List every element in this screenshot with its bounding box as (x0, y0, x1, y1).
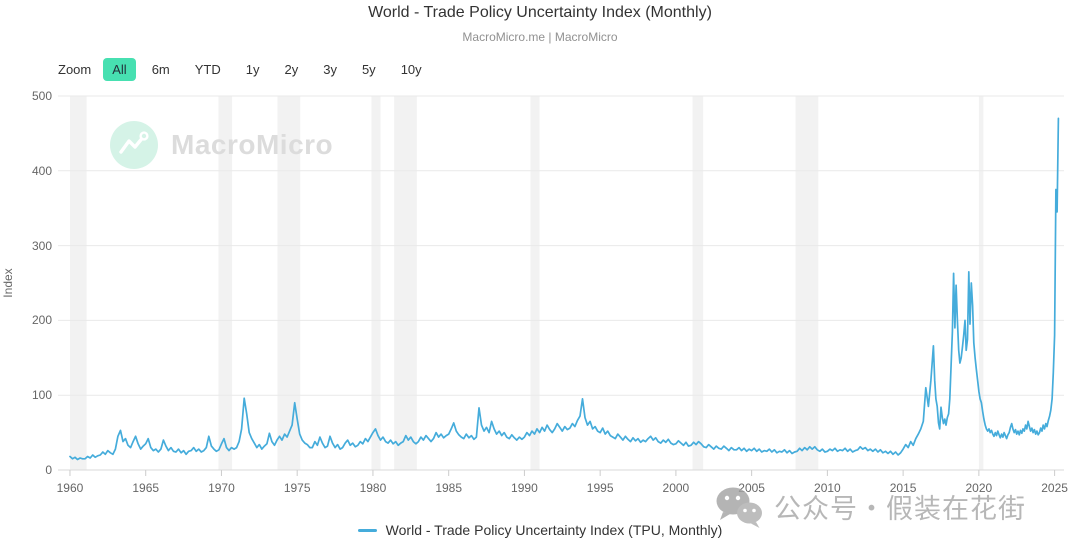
recession-band (795, 96, 819, 470)
legend-line-swatch (357, 528, 377, 532)
zoom-range-button-all[interactable]: All (103, 58, 136, 81)
zoom-range-button-2y[interactable]: 2y (275, 58, 307, 81)
zoom-range-button-1y[interactable]: 1y (237, 58, 269, 81)
x-axis-label-1985: 1985 (435, 481, 463, 495)
y-axis-label-200: 200 (31, 313, 52, 328)
x-axis-label-2005: 2005 (738, 481, 765, 495)
zoom-range-button-3y[interactable]: 3y (314, 58, 346, 81)
y-axis-label-300: 300 (31, 238, 52, 253)
zoom-range-button-10y[interactable]: 10y (392, 58, 431, 81)
recession-band (371, 96, 381, 470)
x-axis-label-2000: 2000 (662, 481, 690, 495)
x-axis-label-1970: 1970 (208, 481, 235, 495)
x-axis-label-1980: 1980 (359, 481, 387, 495)
legend-series-label: World - Trade Policy Uncertainty Index (… (385, 522, 723, 538)
x-axis-label-2020: 2020 (965, 481, 993, 495)
y-axis-label-500: 500 (31, 89, 52, 103)
zoom-buttons: All 6m YTD 1y 2y 3y 5y 10y (103, 58, 430, 81)
chart-legend[interactable]: World - Trade Policy Uncertainty Index (… (0, 522, 1080, 538)
tpu-series-line[interactable] (69, 117, 1060, 461)
recession-band (978, 96, 984, 470)
plot-area[interactable] (0, 90, 1080, 496)
zoom-range-button-6m[interactable]: 6m (143, 58, 179, 81)
x-axis-label-1960: 1960 (56, 481, 84, 495)
x-axis-label-2025: 2025 (1041, 481, 1068, 495)
zoom-label: Zoom (58, 62, 92, 77)
chart-title: World - Trade Policy Uncertainty Index (… (368, 4, 712, 21)
x-axis-label-1965: 1965 (132, 481, 160, 495)
y-axis-label-400: 400 (31, 163, 52, 178)
recession-band (69, 96, 87, 470)
x-axis-label-1990: 1990 (511, 481, 538, 495)
x-axis-label-2010: 2010 (814, 481, 841, 495)
y-axis-label-100: 100 (31, 388, 52, 403)
chart-subtitle: MacroMicro.me | MacroMicro (462, 30, 618, 44)
x-axis-label-2015: 2015 (889, 481, 917, 495)
recession-band (530, 96, 540, 470)
recession-band (277, 96, 301, 470)
zoom-range-button-ytd[interactable]: YTD (186, 58, 230, 81)
zoom-toolbar: Zoom All 6m YTD 1y 2y 3y 5y 10y (58, 58, 431, 81)
recession-band (394, 96, 417, 470)
zoom-range-button-5y[interactable]: 5y (353, 58, 385, 81)
recession-band (692, 96, 704, 470)
recession-band (218, 96, 233, 470)
x-axis-label-1975: 1975 (283, 481, 311, 495)
y-axis-label-0: 0 (45, 463, 52, 477)
x-axis-label-1995: 1995 (586, 481, 614, 495)
